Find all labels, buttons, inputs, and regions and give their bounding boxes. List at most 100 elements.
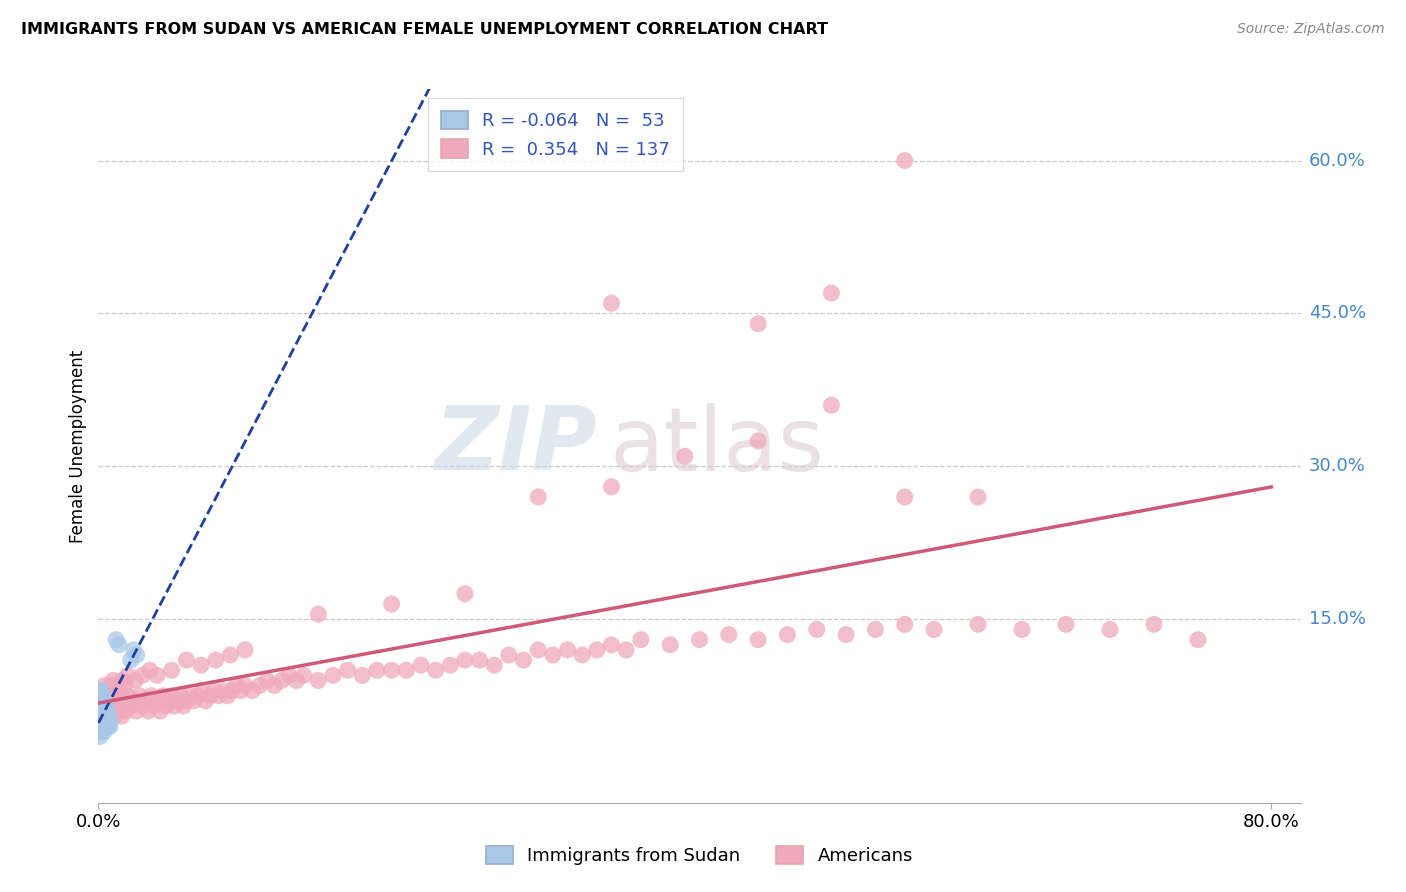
Point (115, 704, 138, 718)
Point (155, 698, 177, 713)
Point (100, 704, 122, 718)
Point (176, 653, 198, 667)
Point (97, 709, 120, 723)
Point (97, 714, 120, 729)
Point (717, 627, 740, 641)
Point (187, 689, 209, 703)
Point (221, 683, 243, 698)
Point (108, 638, 131, 652)
Point (91, 709, 114, 723)
Point (172, 698, 194, 713)
Text: ZIP: ZIP (434, 402, 598, 490)
Point (89, 719, 111, 733)
Point (124, 673, 146, 688)
Point (93, 719, 115, 733)
Text: 30.0%: 30.0% (1309, 458, 1365, 475)
Point (484, 658, 506, 673)
Point (893, 490, 915, 504)
Point (292, 668, 315, 682)
Point (114, 694, 136, 708)
Point (105, 683, 128, 698)
Point (219, 648, 242, 662)
Point (600, 296, 623, 310)
Point (89, 730, 111, 744)
Point (285, 673, 308, 688)
Point (108, 704, 131, 718)
Point (586, 643, 609, 657)
Point (91, 724, 114, 739)
Point (93, 724, 115, 739)
Point (98, 719, 121, 733)
Point (90, 714, 112, 729)
Point (614, 643, 637, 657)
Point (91, 704, 114, 718)
Point (146, 668, 169, 682)
Point (256, 673, 278, 688)
Point (190, 683, 212, 698)
Point (157, 694, 180, 708)
Point (105, 632, 128, 647)
Point (409, 658, 432, 673)
Point (967, 617, 990, 632)
Point (90, 698, 112, 713)
Point (865, 623, 887, 637)
Point (97, 709, 120, 723)
Point (93, 679, 115, 693)
Point (381, 597, 404, 611)
Point (270, 673, 292, 688)
Point (96, 719, 118, 733)
Point (179, 689, 201, 703)
Point (103, 709, 125, 723)
Point (89, 714, 111, 729)
Point (225, 679, 247, 693)
Point (120, 698, 142, 713)
Text: Source: ZipAtlas.com: Source: ZipAtlas.com (1237, 22, 1385, 37)
Point (1054, 617, 1077, 632)
Point (141, 689, 163, 703)
Point (1143, 617, 1166, 632)
Point (183, 694, 205, 708)
Point (454, 653, 477, 667)
Point (93, 709, 115, 723)
Point (366, 663, 388, 677)
Text: 45.0%: 45.0% (1309, 304, 1367, 323)
Point (91, 694, 114, 708)
Point (89, 698, 111, 713)
Point (240, 683, 263, 698)
Point (101, 689, 124, 703)
Text: 15.0%: 15.0% (1309, 610, 1365, 628)
Point (893, 153, 915, 168)
Point (835, 627, 858, 641)
Point (125, 648, 148, 662)
Text: 60.0%: 60.0% (1309, 152, 1365, 169)
Point (89, 694, 111, 708)
Point (169, 689, 191, 703)
Point (122, 643, 145, 657)
Point (117, 668, 139, 682)
Point (395, 663, 418, 677)
Point (98, 679, 121, 693)
Point (166, 694, 188, 708)
Point (190, 658, 212, 673)
Point (747, 317, 769, 331)
Y-axis label: Female Unemployment: Female Unemployment (69, 350, 87, 542)
Point (108, 679, 131, 693)
Point (198, 689, 221, 703)
Point (336, 663, 359, 677)
Point (111, 673, 134, 688)
Point (541, 648, 564, 662)
Point (94, 704, 117, 718)
Point (1187, 632, 1209, 647)
Point (673, 449, 696, 463)
Point (512, 653, 534, 667)
Point (160, 689, 183, 703)
Point (498, 648, 520, 662)
Point (571, 648, 593, 662)
Point (94, 698, 117, 713)
Point (688, 632, 710, 647)
Point (747, 434, 769, 448)
Point (91, 689, 114, 703)
Point (93, 704, 115, 718)
Point (90, 683, 112, 698)
Point (322, 668, 344, 682)
